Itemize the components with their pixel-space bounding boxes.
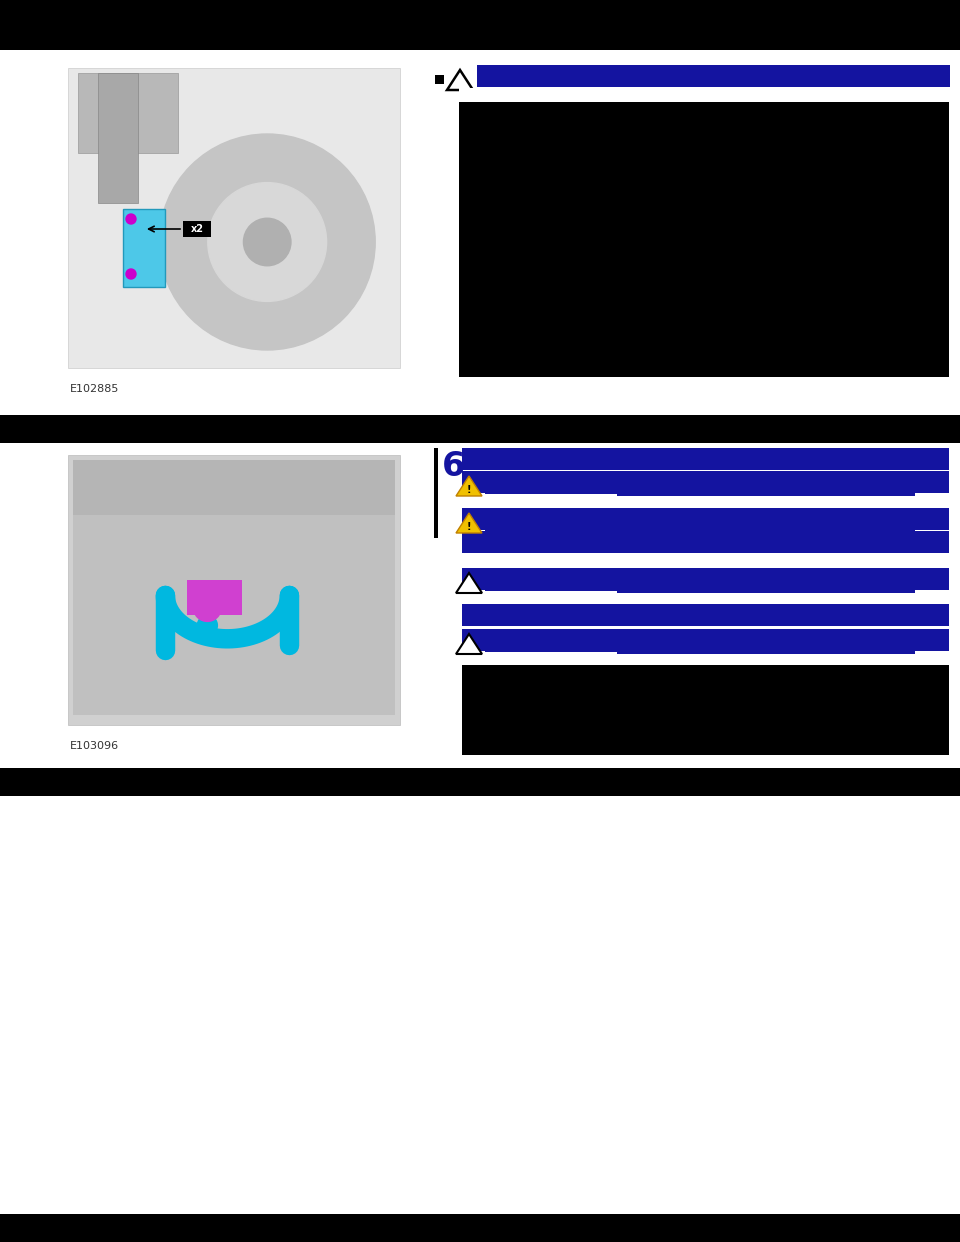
Bar [485, 633, 915, 655]
Bar [0, 415, 960, 443]
Circle shape [193, 594, 222, 621]
Bar [68, 455, 400, 725]
Bar [78, 73, 178, 153]
Bar [123, 209, 165, 287]
Bar [0, 768, 960, 796]
Bar [462, 532, 949, 553]
Bar [462, 448, 949, 469]
Bar [435, 75, 444, 84]
Bar [462, 471, 949, 493]
Circle shape [126, 270, 136, 279]
Circle shape [126, 214, 136, 224]
Circle shape [198, 615, 217, 636]
Text: E103096: E103096 [70, 741, 119, 751]
Polygon shape [456, 633, 482, 655]
Polygon shape [456, 573, 482, 592]
Text: !: ! [467, 484, 471, 496]
Bar [462, 604, 949, 626]
Text: x2: x2 [190, 224, 204, 233]
Bar [73, 515, 395, 715]
Circle shape [244, 219, 291, 266]
Bar [73, 460, 395, 520]
Circle shape [207, 183, 326, 302]
Bar [459, 102, 949, 378]
Bar [462, 664, 949, 755]
Bar [462, 508, 949, 530]
Circle shape [159, 134, 375, 350]
Text: !: ! [467, 522, 471, 532]
Bar [68, 68, 400, 368]
Bar [485, 573, 915, 592]
Bar [462, 652, 617, 664]
Bar [462, 554, 617, 566]
Bar [462, 591, 617, 604]
Bar [477, 65, 950, 87]
Polygon shape [456, 476, 482, 496]
Bar [434, 448, 438, 538]
Bar [462, 628, 949, 651]
Bar [485, 513, 915, 533]
Text: 6: 6 [442, 450, 466, 483]
Bar [187, 580, 242, 615]
Bar [462, 568, 949, 590]
Bar [485, 476, 915, 496]
Bar [462, 494, 617, 505]
Text: E102885: E102885 [70, 384, 119, 394]
Polygon shape [456, 513, 482, 533]
Bar [0, 1213, 960, 1242]
Bar [183, 221, 211, 237]
Bar [0, 0, 960, 50]
Bar [98, 73, 138, 202]
Bar [459, 88, 624, 102]
